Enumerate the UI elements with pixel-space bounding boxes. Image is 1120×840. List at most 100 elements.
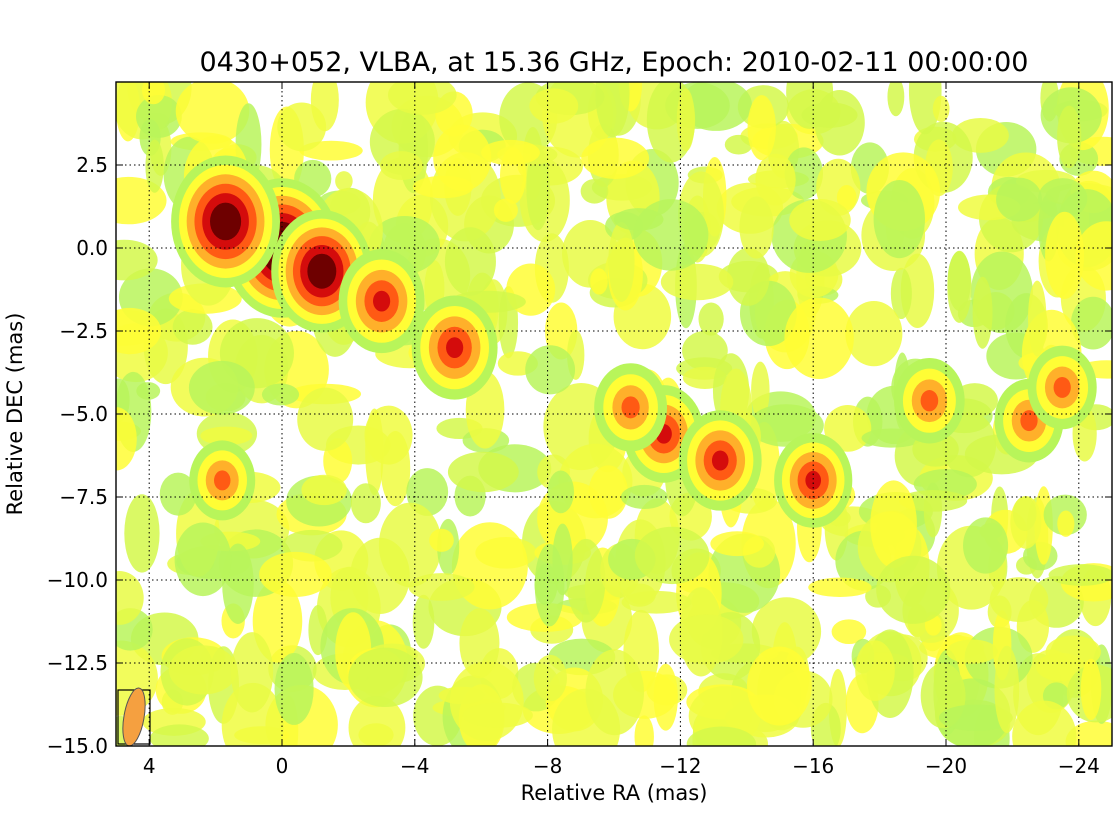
- background-emission-patch: [1045, 635, 1101, 669]
- background-emission-patch: [669, 614, 744, 665]
- background-emission-patch: [1045, 211, 1085, 299]
- background-emission-patch: [585, 649, 644, 736]
- background-emission-patch: [996, 177, 1043, 222]
- background-emission-patch: [994, 645, 1020, 733]
- background-emission-patch: [653, 663, 678, 731]
- background-emission-patch: [890, 267, 912, 320]
- background-emission-patch: [1027, 280, 1047, 357]
- source-component: [1020, 410, 1038, 432]
- background-emission-patch: [938, 704, 1013, 732]
- source-component: [621, 396, 640, 419]
- y-tick-label: −7.5: [59, 485, 108, 509]
- background-emission-patch: [200, 426, 253, 446]
- background-emission-patch: [876, 555, 951, 624]
- x-tick-label: −24: [1058, 754, 1100, 778]
- background-emission-patch: [1065, 720, 1112, 746]
- background-emission-patch: [348, 647, 423, 708]
- background-emission-patch: [710, 531, 764, 557]
- x-tick-label: −20: [925, 754, 967, 778]
- background-emission-patch: [686, 726, 757, 746]
- background-emission-patch: [301, 474, 347, 506]
- background-emission-patch: [174, 522, 232, 597]
- y-tick-label: −5.0: [59, 402, 108, 426]
- background-emission-patch: [908, 82, 942, 135]
- background-emission-patch: [379, 151, 423, 181]
- background-emission-patch: [963, 517, 1009, 574]
- background-emission-patch: [1012, 700, 1077, 746]
- background-emission-patch: [566, 538, 606, 623]
- background-emission-patch: [1038, 178, 1088, 219]
- background-emission-patch: [188, 360, 255, 415]
- background-emission-patch: [493, 198, 518, 222]
- background-emission-patch: [261, 383, 300, 406]
- background-emission-patch: [429, 528, 454, 552]
- background-emission-patch: [335, 171, 353, 191]
- background-emission-patch: [1071, 296, 1112, 350]
- background-emission-patch: [660, 263, 734, 301]
- background-emission-patch: [870, 480, 917, 569]
- y-tick-label: −2.5: [59, 319, 108, 343]
- axis-ticks: 4 0 −4 −8 −12 −16 −20 −24 2.5 0.0 −2.5 −5.0 −7.5 −10.…: [47, 82, 1112, 778]
- background-emission-patch: [588, 465, 629, 519]
- background-emission-patch: [1080, 658, 1102, 721]
- background-emission-patch: [159, 472, 197, 516]
- x-tick-label: −4: [400, 754, 429, 778]
- source-component: [1053, 376, 1071, 398]
- source-component: [217, 212, 234, 231]
- background-emission-patch: [1057, 105, 1082, 169]
- background-emission-patch: [462, 702, 533, 728]
- background-emission-patch: [633, 199, 709, 271]
- background-emission-patch: [141, 82, 166, 105]
- background-emission-patch: [449, 661, 524, 742]
- background-emission-patch: [378, 502, 442, 588]
- background-emission-patch: [447, 451, 519, 493]
- background-emission-patch: [972, 276, 993, 349]
- background-emission-patch: [946, 639, 998, 664]
- background-emission-patch: [932, 95, 950, 123]
- intensity-heatmap: [116, 82, 1112, 746]
- background-emission-patch: [581, 137, 650, 179]
- background-emission-patch: [1057, 510, 1075, 537]
- background-emission-patch: [751, 361, 770, 420]
- background-emission-patch: [412, 594, 435, 649]
- background-emission-patch: [529, 88, 579, 124]
- background-emission-patch: [547, 470, 575, 514]
- background-emission-patch: [533, 654, 567, 702]
- background-emission-patch: [175, 82, 250, 144]
- background-emission-patch: [682, 330, 728, 371]
- background-emission-patch: [350, 483, 381, 524]
- background-emission-patch: [676, 88, 695, 152]
- chart-title: 0430+052, VLBA, at 15.36 GHz, Epoch: 201…: [200, 47, 1029, 78]
- background-emission-patch: [724, 134, 753, 155]
- background-emission-patch: [845, 301, 903, 367]
- background-emission-patch: [116, 239, 158, 281]
- y-tick-label: 0.0: [76, 236, 108, 260]
- background-emission-patch: [525, 345, 576, 395]
- background-emission-patch: [408, 573, 475, 601]
- background-emission-patch: [747, 95, 776, 161]
- background-emission-patch: [277, 102, 327, 152]
- background-emission-patch: [726, 247, 770, 306]
- background-emission-patch: [1075, 221, 1112, 291]
- y-axis-label: Relative DEC (mas): [3, 313, 27, 516]
- source-component: [314, 262, 330, 281]
- background-emission-patch: [855, 640, 895, 702]
- background-emission-patch: [608, 222, 635, 302]
- background-emission-patch: [499, 147, 527, 204]
- x-tick-label: −8: [533, 754, 562, 778]
- background-emission-patch: [784, 297, 854, 380]
- x-tick-label: −16: [792, 754, 834, 778]
- background-emission-patch: [168, 645, 238, 695]
- background-emission-patch: [634, 715, 654, 746]
- y-tick-label: −10.0: [47, 568, 108, 592]
- background-emission-patch: [116, 407, 137, 471]
- background-emission-patch: [230, 632, 274, 713]
- background-emission-patch: [387, 82, 457, 115]
- background-emission-patch: [274, 653, 314, 725]
- x-tick-label: −12: [659, 754, 701, 778]
- background-emission-patch: [887, 82, 905, 117]
- background-emission-patch: [789, 199, 851, 242]
- background-emission-patch: [136, 95, 182, 138]
- y-tick-label: −15.0: [47, 734, 108, 758]
- background-emission-patch: [364, 405, 413, 465]
